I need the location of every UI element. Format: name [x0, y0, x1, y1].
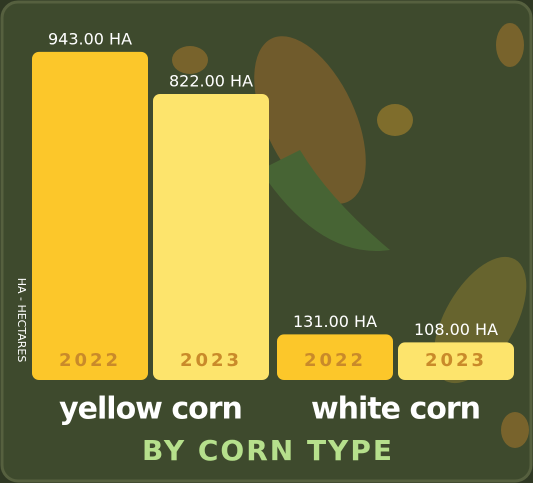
- series-label: 2023: [180, 350, 242, 371]
- data-label: 943.00 HA: [48, 29, 132, 48]
- data-label: 131.00 HA: [293, 312, 377, 331]
- category-label: white corn: [311, 392, 480, 427]
- y-axis-label: HA - HECTARES: [15, 278, 28, 363]
- series-label: 2022: [59, 350, 121, 371]
- data-label: 822.00 HA: [169, 71, 253, 90]
- bar: [277, 334, 393, 380]
- data-label: 108.00 HA: [414, 320, 498, 339]
- bar: [398, 342, 514, 380]
- bar: [32, 51, 148, 380]
- bar: [153, 93, 269, 380]
- chart-title: BY CORN TYPE: [142, 434, 394, 467]
- corn-decoration: [172, 23, 529, 448]
- series-label: 2023: [425, 350, 487, 371]
- series-label: 2022: [304, 350, 366, 371]
- category-label: yellow corn: [59, 392, 242, 427]
